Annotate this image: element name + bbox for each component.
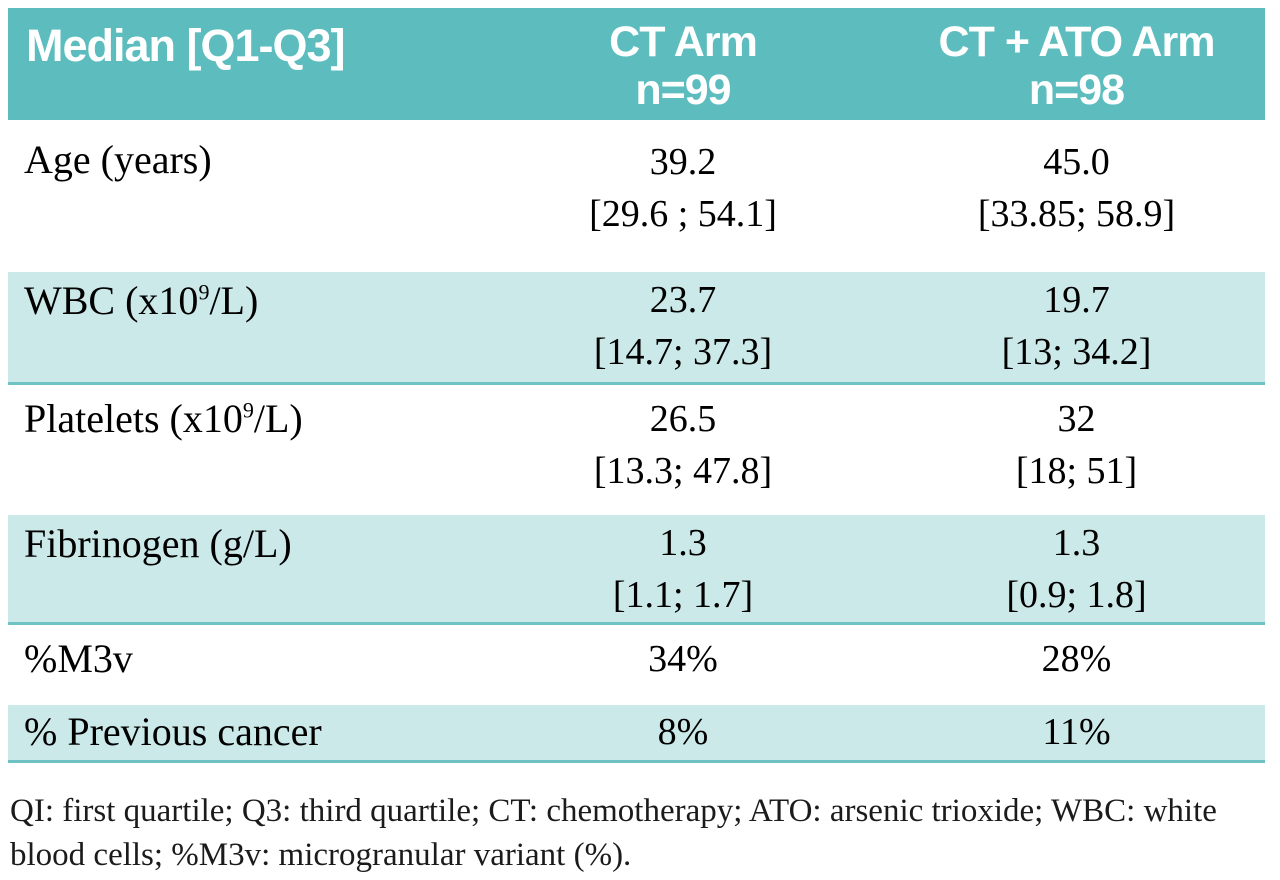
ct-arm-cell: 23.7 [14.7; 37.3] bbox=[478, 272, 888, 382]
median-value: 11% bbox=[1042, 711, 1111, 753]
patient-characteristics-table: Median [Q1-Q3] CT Arm n=99 CT + ATO Arm … bbox=[8, 8, 1265, 763]
row-label-text: WBC (x10 bbox=[24, 278, 199, 323]
row-label: % Previous cancer bbox=[8, 705, 478, 760]
row-label: Platelets (x109/L) bbox=[8, 385, 478, 515]
median-value: 26.5 bbox=[649, 398, 717, 440]
row-label-text: %M3v bbox=[24, 636, 133, 681]
median-value: 1.3 bbox=[659, 522, 707, 564]
ct-ato-arm-cell: 32 [18; 51] bbox=[888, 385, 1265, 515]
row-label-superscript: 9 bbox=[198, 279, 210, 305]
median-value: 8% bbox=[657, 711, 709, 753]
row-label-text: Platelets (x10 bbox=[24, 396, 243, 441]
ct-ato-arm-cell: 45.0 [33.85; 58.9] bbox=[888, 120, 1265, 272]
ct-arm-cell: 1.3 [1.1; 1.7] bbox=[478, 515, 888, 622]
table-row-m3v: %M3v 34% 28% bbox=[8, 625, 1265, 705]
row-label: %M3v bbox=[8, 625, 478, 705]
header-ct-arm-title: CT Arm bbox=[609, 18, 758, 66]
row-label-text: Age (years) bbox=[24, 137, 212, 182]
iqr-value: [14.7; 37.3] bbox=[593, 331, 773, 373]
ct-arm-cell: 39.2 [29.6 ; 54.1] bbox=[478, 120, 888, 272]
row-label-suffix: /L) bbox=[209, 278, 259, 323]
ct-ato-arm-cell: 1.3 [0.9; 1.8] bbox=[888, 515, 1265, 622]
median-value: 1.3 bbox=[1052, 522, 1101, 564]
median-value: 23.7 bbox=[649, 279, 717, 321]
ct-arm-cell: 26.5 [13.3; 47.8] bbox=[478, 385, 888, 515]
row-label: WBC (x109/L) bbox=[8, 272, 478, 382]
iqr-value: [13.3; 47.8] bbox=[593, 450, 773, 492]
header-col-ct-ato-arm: CT + ATO Arm n=98 bbox=[888, 8, 1265, 120]
row-label: Fibrinogen (g/L) bbox=[8, 515, 478, 622]
table-row-previous-cancer: % Previous cancer 8% 11% bbox=[8, 705, 1265, 763]
median-value: 34% bbox=[648, 638, 718, 680]
header-ct-ato-arm-n: n=98 bbox=[1028, 66, 1125, 114]
row-label-text: Fibrinogen (g/L) bbox=[24, 521, 292, 566]
row-label: Age (years) bbox=[8, 120, 478, 272]
row-label-suffix: /L) bbox=[253, 396, 303, 441]
header-col-median-q1-q3: Median [Q1-Q3] bbox=[26, 20, 346, 71]
table-row-wbc: WBC (x109/L) 23.7 [14.7; 37.3] 19.7 [13;… bbox=[8, 272, 1265, 385]
ct-arm-cell: 8% bbox=[478, 705, 888, 760]
footnote: QI: first quartile; Q3: third quartile; … bbox=[10, 793, 1217, 873]
iqr-value: [13; 34.2] bbox=[1001, 331, 1152, 373]
table-row-platelets: Platelets (x109/L) 26.5 [13.3; 47.8] 32 … bbox=[8, 385, 1265, 515]
ct-ato-arm-cell: 28% bbox=[888, 625, 1265, 705]
table-row-fibrinogen: Fibrinogen (g/L) 1.3 [1.1; 1.7] 1.3 [0.9… bbox=[8, 515, 1265, 625]
row-label-superscript: 9 bbox=[242, 397, 254, 423]
iqr-value: [0.9; 1.8] bbox=[1006, 574, 1147, 616]
header-ct-arm-n: n=99 bbox=[635, 66, 731, 114]
header-ct-ato-arm-title: CT + ATO Arm bbox=[938, 18, 1216, 66]
iqr-value: [33.85; 58.9] bbox=[977, 193, 1176, 235]
median-value: 39.2 bbox=[649, 141, 717, 183]
median-value: 19.7 bbox=[1043, 279, 1110, 321]
header-col-ct-arm: CT Arm n=99 bbox=[478, 8, 888, 120]
table-header-row: Median [Q1-Q3] CT Arm n=99 CT + ATO Arm … bbox=[8, 8, 1265, 120]
median-value: 32 bbox=[1057, 398, 1096, 440]
iqr-value: [18; 51] bbox=[1015, 450, 1138, 492]
median-value: 45.0 bbox=[1043, 141, 1110, 183]
table-row-age: Age (years) 39.2 [29.6 ; 54.1] 45.0 [33.… bbox=[8, 120, 1265, 272]
iqr-value: [1.1; 1.7] bbox=[612, 574, 754, 616]
iqr-value: [29.6 ; 54.1] bbox=[589, 193, 777, 235]
ct-arm-cell: 34% bbox=[478, 625, 888, 705]
ct-ato-arm-cell: 19.7 [13; 34.2] bbox=[888, 272, 1265, 382]
median-value: 28% bbox=[1041, 638, 1112, 680]
row-label-text: % Previous cancer bbox=[24, 709, 322, 754]
ct-ato-arm-cell: 11% bbox=[888, 705, 1265, 760]
